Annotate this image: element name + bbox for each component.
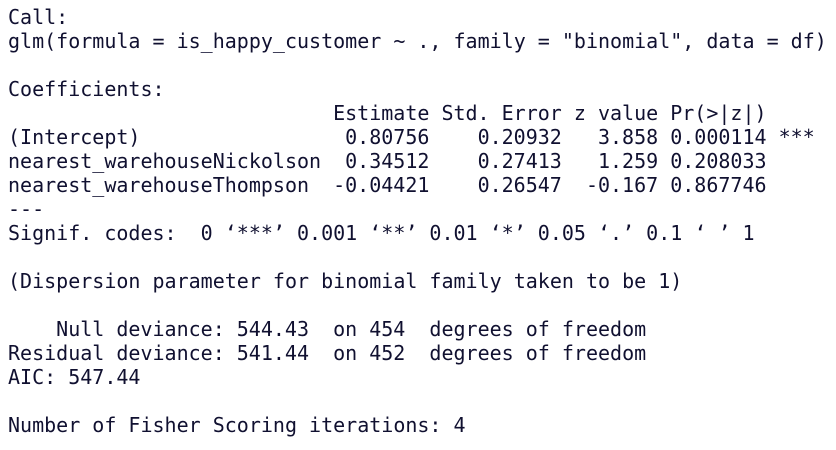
column-header: Estimate — [333, 101, 430, 125]
signif-line: Signif. codes: 0 ‘***’ 0.001 ‘**’ 0.01 ‘… — [8, 221, 836, 245]
deviance-line: Null deviance: 544.43 on 454 degrees of fre… — [8, 317, 836, 341]
signif-codes: 0 ‘***’ 0.001 ‘**’ 0.01 ‘*’ 0.05 ‘.’ 0.1… — [200, 221, 755, 245]
column-header: z value — [573, 101, 659, 125]
column-header: Std. Error — [441, 101, 562, 125]
cell: 0.80756 — [345, 125, 430, 149]
row-name: nearest_warehouseThompson — [8, 173, 310, 197]
deviance-block: Null deviance: 544.43 on 454 degrees of fre… — [8, 317, 836, 365]
dispersion: (Dispersion parameter for binomial famil… — [8, 269, 683, 293]
cell: -0.167 — [585, 173, 659, 197]
cell: 0.000114 — [670, 125, 767, 149]
cell: 0.34512 — [345, 149, 430, 173]
row-name: (Intercept) — [8, 125, 141, 149]
cell: *** — [778, 125, 815, 149]
aic-label: AIC: — [8, 365, 57, 389]
coef-header: Estimate Std. Error z value Pr(>|z|) — [8, 101, 836, 125]
iterations-label: Number of Fisher Scoring iterations: — [8, 413, 442, 437]
deviance-cell: Residual deviance: — [8, 341, 225, 365]
deviance-cell: degrees of freedom — [429, 317, 647, 341]
deviance-cell: degrees of freedom — [429, 341, 647, 365]
cell: 3.858 — [597, 125, 659, 149]
call-formula: glm(formula = is_happy_customer ~ ., fam… — [8, 29, 827, 53]
cell: 0.26547 — [477, 173, 562, 197]
cell: 0.867746 — [670, 173, 767, 197]
deviance-cell: Null deviance: — [56, 317, 225, 341]
row-name: nearest_warehouseNickolson — [8, 149, 322, 173]
deviance-cell: on 454 — [333, 317, 406, 341]
deviance-cell: on 452 — [333, 341, 406, 365]
cell: 0.20932 — [477, 125, 562, 149]
aic-value: 547.44 — [68, 365, 141, 389]
deviance-cell: 544.43 — [236, 317, 310, 341]
cell: 0.27413 — [477, 149, 562, 173]
coef-row: nearest_warehouseNickolson 0.34512 0.27413… — [8, 149, 836, 173]
column-header: Pr(>|z|) — [670, 101, 767, 125]
deviance-cell: 541.44 — [236, 341, 310, 365]
cell: -0.04421 — [333, 173, 430, 197]
iterations-value: 4 — [453, 413, 466, 437]
signif-label: Signif. codes: — [8, 221, 177, 245]
cell: 0.208033 — [670, 149, 767, 173]
call-label: Call: — [8, 5, 69, 29]
cell: 1.259 — [597, 149, 659, 173]
coef-row: (Intercept) 0.80756 0.20932 3.858 0.000114 **… — [8, 125, 836, 149]
deviance-line: Residual deviance: 541.44 on 452 degrees of… — [8, 341, 836, 365]
iterations-line: Number of Fisher Scoring iterations: 4 — [8, 413, 836, 437]
aic-line: AIC: 547.44 — [8, 365, 836, 389]
coef-row: nearest_warehouseThompson -0.04421 0.26547… — [8, 173, 836, 197]
coef-rows: (Intercept) 0.80756 0.20932 3.858 0.000114 **… — [8, 125, 836, 197]
coefficients-label: Coefficients: — [8, 77, 165, 101]
separator: --- — [8, 197, 45, 221]
